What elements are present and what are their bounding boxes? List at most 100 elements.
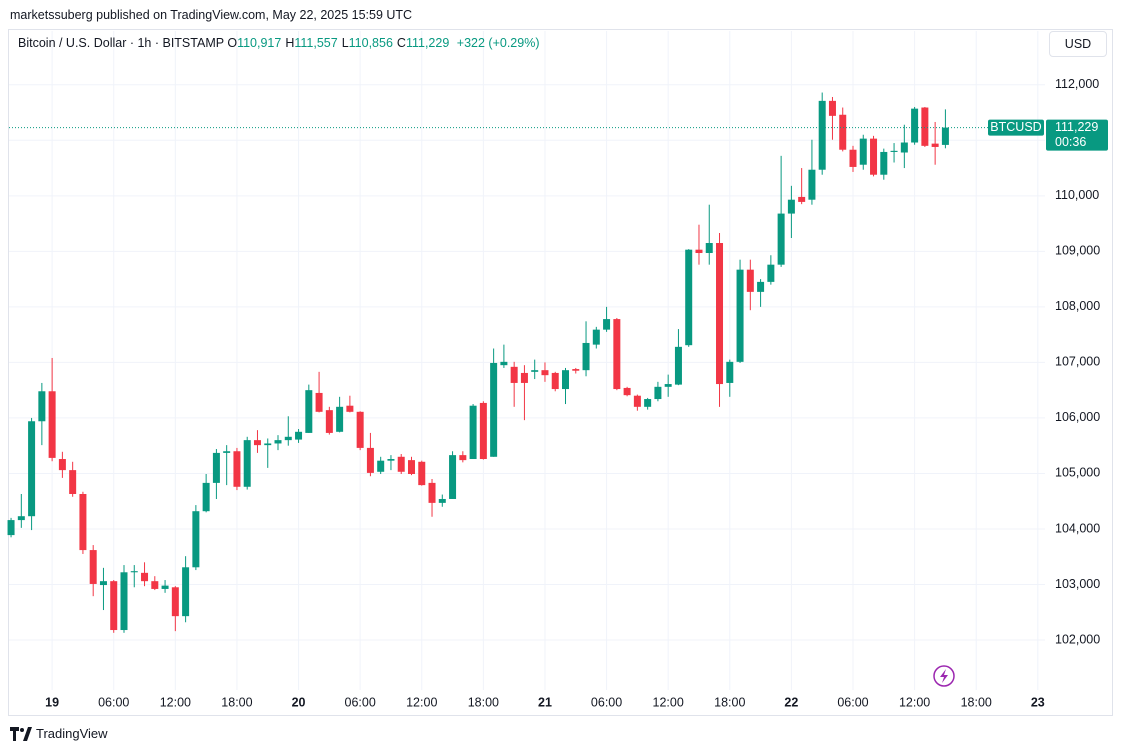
candle-body	[346, 405, 354, 412]
candle-body	[212, 452, 220, 483]
candle-body	[305, 390, 313, 433]
candle-body	[120, 572, 128, 631]
candle-body	[315, 392, 323, 412]
candle-body	[510, 366, 518, 383]
published-line: marketssuberg published on TradingView.c…	[10, 8, 413, 22]
candle-body	[223, 451, 231, 453]
candle-body	[551, 372, 559, 390]
candle-body	[705, 243, 713, 254]
candle-body	[38, 391, 46, 422]
candle-body	[387, 459, 395, 461]
price-tag	[1046, 119, 1108, 151]
y-tick-label: 108,000	[1055, 299, 1100, 313]
candle-body	[377, 460, 385, 472]
candle-body	[828, 100, 836, 116]
x-tick-label: 12:00	[406, 695, 437, 709]
ohlc-value: 110,856	[348, 36, 393, 50]
ohlc-value: 111,229	[405, 36, 450, 50]
y-tick-label: 107,000	[1055, 355, 1100, 369]
ohlc-letter: O	[227, 36, 238, 50]
candle-body	[685, 249, 693, 346]
candle-body	[757, 281, 765, 292]
candle-body	[562, 370, 570, 390]
x-tick-label: 23	[1031, 695, 1045, 709]
change: +322 (+0.29%)	[456, 36, 540, 50]
y-tick-label: 112,000	[1055, 77, 1099, 91]
symbol: Bitcoin / U.S. Dollar · 1h · BITSTAMP	[18, 36, 224, 50]
candle-body	[89, 550, 97, 584]
candle-body	[870, 138, 878, 175]
symbol-tag-label: BTCUSD	[990, 120, 1041, 134]
candle-body	[449, 455, 457, 499]
candle-body	[243, 440, 251, 487]
ohlc-letter: C	[396, 36, 406, 50]
candle-body	[531, 370, 539, 372]
candle-body	[295, 431, 303, 440]
ohlc-value: 111,557	[294, 36, 338, 50]
candle-body	[202, 482, 210, 512]
lightning-icon	[933, 665, 955, 687]
countdown-label: 00:36	[1055, 135, 1086, 149]
candle-body	[274, 440, 282, 444]
candle-body	[808, 169, 816, 200]
candle-body	[110, 581, 118, 631]
candle-body	[582, 342, 590, 371]
x-tick-label: 06:00	[98, 695, 129, 709]
x-tick-label: 18:00	[961, 695, 992, 709]
candle-body	[716, 243, 724, 385]
candle-body	[921, 107, 929, 146]
candle-body	[746, 269, 754, 292]
ohlc-letter: L	[341, 36, 349, 50]
x-tick-label: 06:00	[345, 695, 376, 709]
candle-body	[849, 149, 857, 167]
candle-body	[633, 395, 641, 407]
candle-body	[911, 108, 919, 143]
candle-body	[151, 581, 159, 589]
x-tick-label: 19	[45, 695, 59, 709]
candle-body	[192, 511, 200, 568]
candle-body	[777, 213, 785, 265]
brand: TradingView	[36, 726, 108, 741]
candle-body	[890, 150, 898, 152]
x-tick-label: 21	[538, 695, 552, 709]
candle-body	[161, 585, 169, 589]
x-tick-label: 18:00	[468, 695, 499, 709]
candle-body	[798, 196, 806, 202]
ohlc-letter: H	[285, 36, 295, 50]
legend-line: Bitcoin / U.S. Dollar · 1h · BITSTAMP O1…	[18, 36, 539, 50]
x-tick-label: 06:00	[591, 695, 622, 709]
candle-body	[7, 520, 15, 536]
candle-body	[438, 498, 446, 503]
candle-body	[28, 421, 36, 517]
candle-body	[69, 470, 77, 494]
y-tick-label: 106,000	[1055, 410, 1100, 424]
candle-body	[171, 587, 179, 617]
candle-body	[356, 411, 364, 448]
candle-body	[264, 443, 272, 446]
candle-body	[736, 269, 744, 362]
candle-body	[726, 361, 734, 383]
candle-body	[182, 567, 190, 617]
footer: TradingView	[10, 726, 108, 741]
candle-body	[233, 451, 241, 487]
x-tick-label: 06:00	[837, 695, 868, 709]
x-tick-label: 18:00	[714, 695, 745, 709]
x-tick-label: 12:00	[899, 695, 930, 709]
candle-body	[336, 406, 344, 432]
x-tick-label: 22	[784, 695, 798, 709]
candle-body	[541, 370, 549, 376]
candle-body	[479, 402, 487, 460]
currency-button[interactable]: USD	[1049, 31, 1107, 57]
candle-body	[99, 581, 107, 586]
ohlc: O110,917 H111,557 L110,856 C111,229	[227, 36, 453, 50]
candle-body	[572, 369, 580, 371]
y-tick-label: 105,000	[1055, 466, 1100, 480]
logo	[10, 726, 32, 741]
candle-body	[500, 361, 508, 366]
candle-body	[695, 249, 703, 254]
chart-frame	[8, 29, 1113, 716]
x-tick-label: 12:00	[653, 695, 684, 709]
candle-body	[58, 459, 66, 471]
x-tick-label: 12:00	[160, 695, 191, 709]
